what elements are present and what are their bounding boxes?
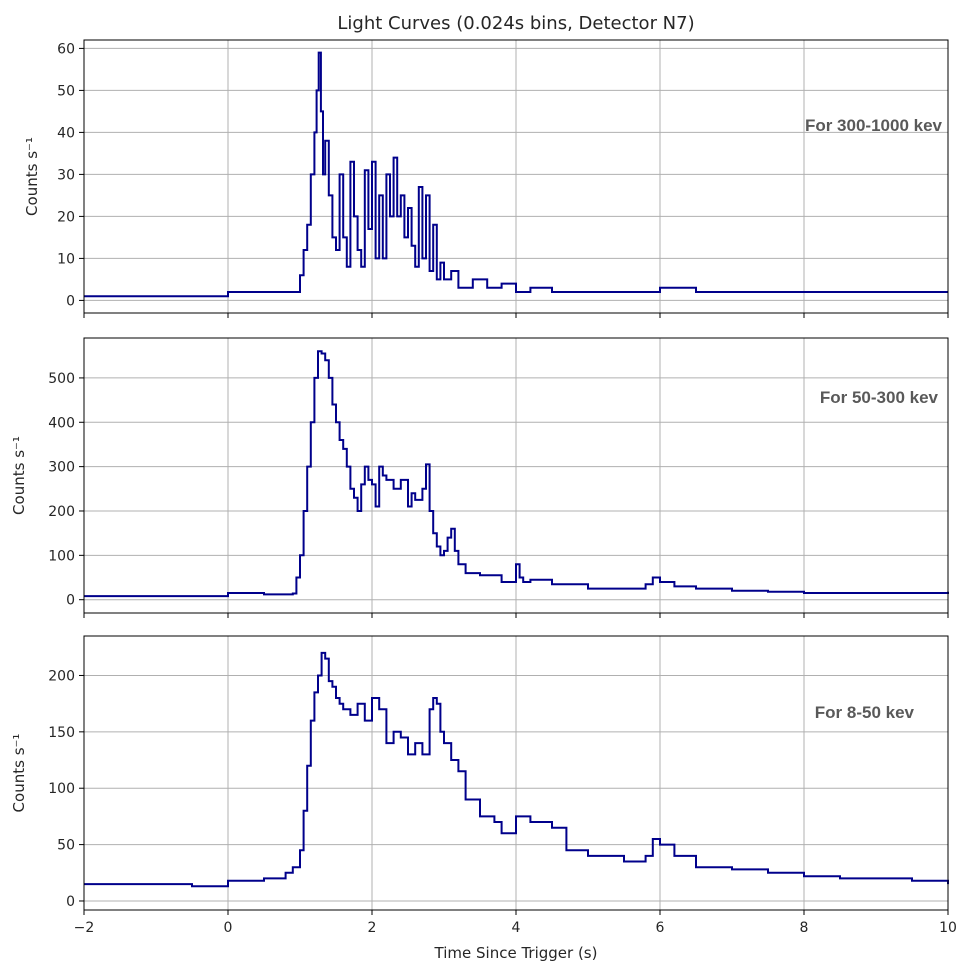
x-tick-label: 8 — [800, 920, 809, 936]
y-tick-label: 150 — [48, 725, 75, 741]
x-tick-label: 4 — [512, 920, 521, 936]
y-tick-label: 200 — [48, 504, 75, 520]
y-tick-label: 50 — [57, 83, 75, 99]
x-tick-label: 2 — [368, 920, 377, 936]
panel-2: 0 100 200 300 400 500 Counts s⁻¹ For 50-300 kev — [10, 337, 949, 618]
y-tick-label: 20 — [57, 209, 75, 225]
light-curve-line — [84, 51, 948, 298]
figure-title: Light Curves (0.024s bins, Detector N7) — [337, 13, 694, 34]
y-axis-label: Counts s⁻¹ — [23, 137, 41, 216]
y-tick-label: 200 — [48, 668, 75, 684]
energy-band-annotation: For 8-50 kev — [815, 703, 915, 722]
y-tick-label: 0 — [66, 894, 75, 910]
x-tick-label: 0 — [224, 920, 233, 936]
panel-1: 0 10 20 30 40 50 60 Counts s⁻¹ For 300-1000 kev — [23, 39, 949, 318]
y-tick-label: 0 — [66, 293, 75, 309]
x-tick-label: −2 — [74, 920, 95, 936]
x-tick-label: 10 — [939, 920, 957, 936]
light-curve-line — [84, 651, 949, 888]
y-tick-label: 10 — [57, 251, 75, 267]
y-tick-label: 300 — [48, 460, 75, 476]
energy-band-annotation: For 300-1000 kev — [805, 116, 943, 135]
x-tick-label: 6 — [656, 920, 665, 936]
x-axis-label: Time Since Trigger (s) — [434, 944, 598, 962]
y-tick-label: 40 — [57, 125, 75, 141]
y-axis-label: Counts s⁻¹ — [10, 436, 28, 515]
y-tick-label: 0 — [66, 593, 75, 609]
y-tick-label: 100 — [48, 548, 75, 564]
y-tick-label: 60 — [57, 41, 75, 57]
energy-band-annotation: For 50-300 kev — [820, 388, 939, 407]
y-tick-label: 100 — [48, 781, 75, 797]
y-tick-label: 400 — [48, 415, 75, 431]
y-tick-label: 50 — [57, 838, 75, 854]
y-tick-label: 500 — [48, 371, 75, 387]
y-axis-label: Counts s⁻¹ — [10, 734, 28, 813]
y-tick-label: 30 — [57, 167, 75, 183]
light-curve-line — [84, 350, 949, 598]
